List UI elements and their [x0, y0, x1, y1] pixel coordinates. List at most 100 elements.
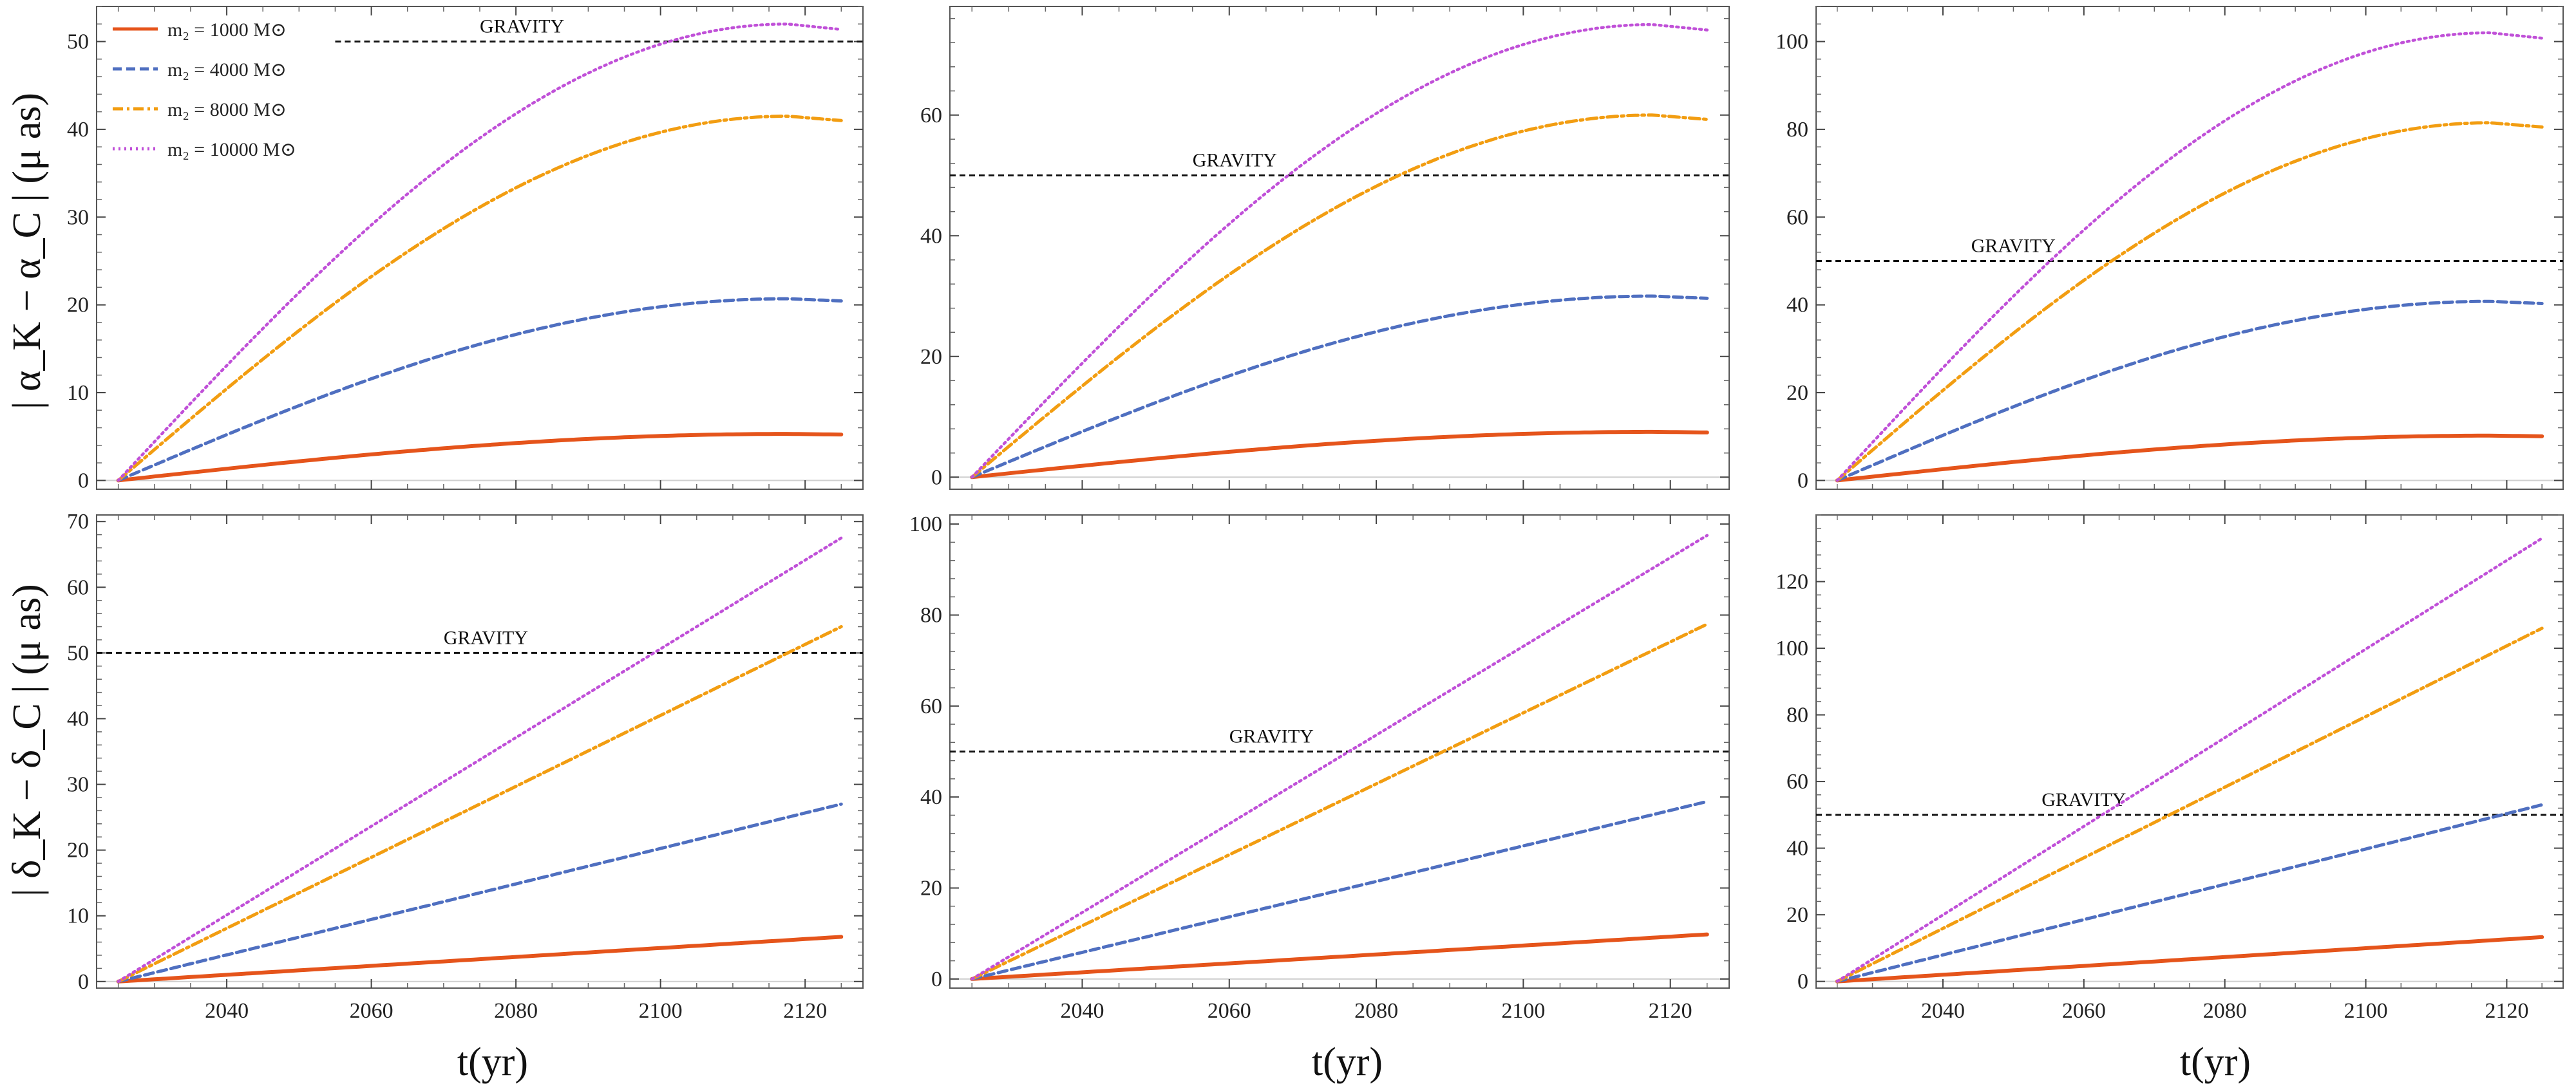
- gravity-reference-label: GRAVITY: [444, 627, 528, 648]
- panel-top-middle: 0 20 40 60 GRAVITY: [920, 6, 1730, 490]
- y-tick-label: 60: [920, 104, 942, 127]
- panels-group: 01020304050GRAVITY0204060GRAVITY02040608…: [67, 6, 2564, 1023]
- y-axis-title-bottom: | δ_K − δ_C | (μ as): [5, 584, 49, 897]
- x-tick-label: 2060: [2062, 999, 2106, 1023]
- y-tick-label: 40: [920, 785, 942, 809]
- y-tick-label: 100: [909, 512, 942, 536]
- x-tick-label: 2040: [1921, 999, 1965, 1023]
- panel-frame: [96, 514, 864, 989]
- gravity-reference-label: GRAVITY: [1193, 150, 1277, 171]
- series-line-2: [1835, 299, 2544, 482]
- x-tick-label: 2120: [783, 999, 827, 1023]
- y-tick-label: 60: [67, 575, 89, 599]
- series-line-2: [970, 799, 1709, 981]
- panel-top-right: 0 20 40 60 80 100 GRAVITY: [1776, 6, 2564, 492]
- y-tick-label: 30: [67, 205, 89, 229]
- y-tick-label: 50: [67, 641, 89, 665]
- y-tick-label: 10: [67, 904, 89, 928]
- series-line-2: [117, 297, 843, 482]
- y-tick-label: 20: [920, 345, 942, 369]
- x-tick-label: 2100: [2344, 999, 2388, 1023]
- panel-frame: [1815, 514, 2564, 989]
- y-tick-label: 40: [67, 118, 89, 142]
- y-tick-label: 30: [67, 773, 89, 797]
- y-tick-label: 120: [1776, 570, 1808, 594]
- panel-bottom-left: 0 10 20 30 40 50 60 70 2040 2060 2080 2100 2120 GRAVI…: [67, 510, 864, 1023]
- y-axis-title-top: | α_K − α_C | (μ as): [5, 93, 49, 409]
- y-tick-label: 40: [920, 224, 942, 248]
- y-tick-label: 40: [1786, 294, 1808, 317]
- y-tick-label: 0: [931, 465, 942, 489]
- y-tick-label: 20: [67, 839, 89, 863]
- x-tick-label: 2080: [2203, 999, 2247, 1023]
- series-line-3: [970, 622, 1709, 981]
- series-line-2: [970, 294, 1709, 479]
- legend: m₂ = 1000 M⊙ m₂ = 4000 M⊙ m₂ = 8000 M⊙ m…: [113, 19, 296, 160]
- x-tick-label: 2080: [494, 999, 538, 1023]
- y-tick-label: 100: [1776, 30, 1808, 54]
- series-line-1: [970, 429, 1709, 480]
- x-tick-label: 2060: [350, 999, 393, 1023]
- x-tick-label: 2040: [1060, 999, 1104, 1023]
- legend-label-8000: m₂ = 8000 M⊙: [167, 99, 287, 120]
- series-line-1: [116, 432, 844, 483]
- legend-label-1000: m₂ = 1000 M⊙: [167, 19, 287, 41]
- series-line-1: [1835, 935, 2544, 984]
- x-axis-title-middle: t(yr): [1312, 1040, 1383, 1084]
- y-tick-label: 80: [1786, 704, 1808, 727]
- series-line-2: [117, 802, 843, 984]
- y-tick-label: 80: [920, 603, 942, 627]
- series-line-4: [970, 534, 1709, 981]
- gravity-reference-label: GRAVITY: [1971, 235, 2056, 256]
- x-tick-label: 2120: [1649, 999, 1692, 1023]
- series-line-1: [1835, 433, 2544, 483]
- y-tick-label: 0: [1797, 970, 1808, 994]
- y-tick-label: 60: [1786, 770, 1808, 794]
- series-line-3: [970, 113, 1709, 479]
- x-tick-label: 2040: [205, 999, 249, 1023]
- y-tick-label: 40: [1786, 837, 1808, 861]
- series-line-3: [1835, 121, 2544, 482]
- y-tick-label: 60: [1786, 205, 1808, 229]
- panel-top-left: 0 10 20 30 40 50 GRAVITY: [67, 6, 864, 492]
- y-tick-label: 0: [1797, 469, 1808, 492]
- panel-frame: [949, 6, 1730, 490]
- y-tick-label: 20: [1786, 381, 1808, 405]
- y-tick-label: 10: [67, 381, 89, 405]
- x-tick-label: 2100: [639, 999, 683, 1023]
- x-axis-title-left: t(yr): [457, 1040, 528, 1084]
- series-line-4: [117, 23, 843, 482]
- y-tick-label: 20: [67, 294, 89, 317]
- gravity-reference-label: GRAVITY: [1229, 726, 1314, 747]
- series-line-4: [970, 23, 1709, 479]
- y-tick-label: 20: [1786, 903, 1808, 927]
- y-tick-label: 0: [78, 970, 89, 994]
- y-tick-label: 70: [67, 510, 89, 534]
- legend-label-4000: m₂ = 4000 M⊙: [167, 59, 287, 80]
- panel-frame: [1815, 6, 2564, 490]
- series-line-4: [1835, 31, 2544, 482]
- y-tick-label: 40: [67, 707, 89, 731]
- series-line-3: [117, 115, 843, 482]
- series-line-3: [117, 625, 843, 984]
- x-tick-label: 2100: [1501, 999, 1545, 1023]
- series-line-3: [1835, 626, 2544, 984]
- legend-label-10000: m₂ = 10000 M⊙: [167, 139, 296, 160]
- y-tick-label: 0: [78, 469, 89, 492]
- series-line-4: [117, 536, 843, 984]
- gravity-reference-label: GRAVITY: [480, 16, 564, 37]
- x-tick-label: 2120: [2485, 999, 2528, 1023]
- y-tick-label: 100: [1776, 637, 1808, 660]
- y-tick-label: 50: [67, 30, 89, 54]
- gravity-reference-label: GRAVITY: [2041, 789, 2126, 810]
- x-axis-title-right: t(yr): [2180, 1040, 2251, 1084]
- y-tick-label: 20: [920, 877, 942, 901]
- x-tick-label: 2080: [1354, 999, 1398, 1023]
- series-line-1: [116, 935, 844, 984]
- y-tick-label: 0: [931, 967, 942, 991]
- y-tick-label: 60: [920, 695, 942, 718]
- series-line-1: [970, 932, 1709, 981]
